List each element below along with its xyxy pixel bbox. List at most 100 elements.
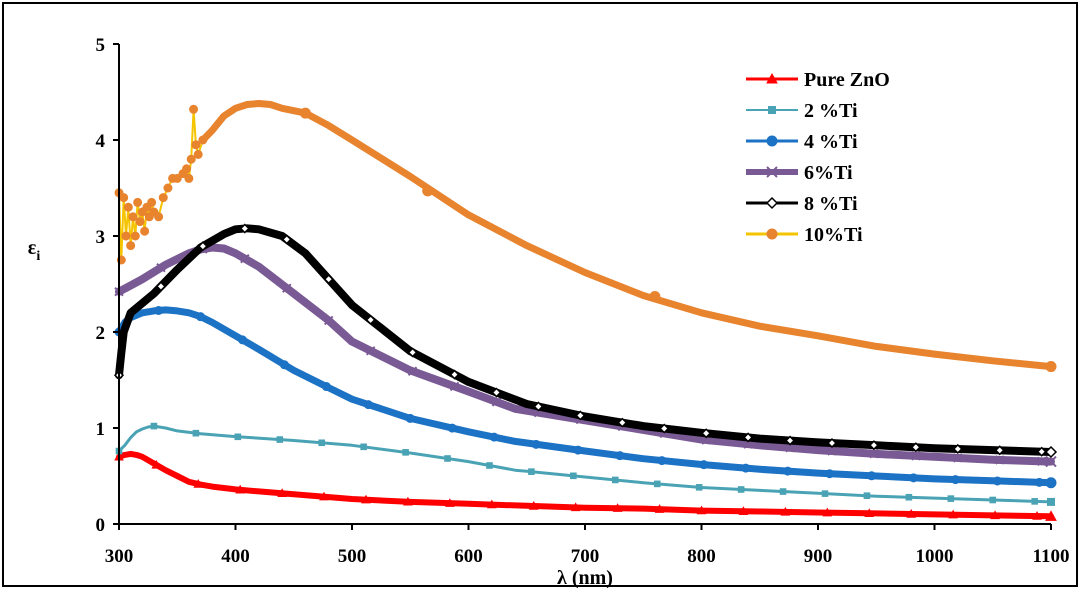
legend-item: 10%Ti bbox=[746, 224, 863, 246]
data-point bbox=[155, 281, 167, 292]
y-axis-title: εi bbox=[28, 237, 41, 264]
data-point bbox=[1045, 510, 1057, 521]
data-point bbox=[491, 387, 502, 398]
data-point bbox=[135, 217, 145, 227]
data-point bbox=[130, 231, 140, 241]
data-point bbox=[449, 381, 460, 392]
data-point bbox=[701, 428, 712, 439]
data-point bbox=[319, 491, 329, 501]
data-point bbox=[133, 197, 143, 207]
data-point bbox=[766, 72, 778, 84]
data-point bbox=[486, 462, 493, 469]
data-point bbox=[191, 140, 201, 150]
data-point bbox=[657, 456, 667, 466]
data-point bbox=[695, 484, 703, 491]
data-point bbox=[659, 423, 670, 434]
data-point bbox=[784, 435, 796, 446]
data-point bbox=[361, 494, 371, 504]
data-point bbox=[528, 468, 535, 475]
data-point bbox=[119, 193, 129, 203]
data-point bbox=[741, 463, 751, 473]
legend-item: 4 %Ti bbox=[746, 131, 858, 153]
data-point bbox=[193, 479, 204, 488]
data-point bbox=[611, 476, 619, 484]
data-point bbox=[126, 241, 136, 251]
data-point bbox=[1045, 477, 1057, 489]
data-point bbox=[867, 471, 877, 481]
data-point bbox=[449, 369, 460, 380]
data-point bbox=[184, 173, 194, 183]
data-point bbox=[1036, 446, 1047, 457]
data-point bbox=[128, 212, 138, 222]
data-point bbox=[447, 423, 457, 433]
y-tick-label: 1 bbox=[96, 419, 106, 440]
legend-label: Pure ZnO bbox=[804, 69, 890, 91]
data-point bbox=[909, 473, 919, 483]
data-point bbox=[531, 439, 541, 449]
data-point bbox=[445, 498, 455, 507]
data-point bbox=[281, 234, 292, 245]
data-point bbox=[766, 228, 778, 240]
data-point bbox=[323, 274, 334, 285]
data-point bbox=[617, 417, 628, 428]
y-tick-label: 2 bbox=[96, 323, 106, 344]
data-point bbox=[299, 107, 311, 119]
data-point bbox=[948, 509, 958, 519]
data-point bbox=[738, 506, 749, 515]
data-point bbox=[321, 382, 331, 392]
y-axis-title-main: ε bbox=[28, 237, 37, 259]
data-point bbox=[196, 312, 206, 322]
data-point bbox=[765, 196, 779, 210]
x-tick-label: 300 bbox=[105, 546, 134, 567]
data-point bbox=[905, 493, 913, 501]
data-point bbox=[1044, 445, 1058, 459]
data-point bbox=[323, 315, 334, 326]
legend-label: 6%Ti bbox=[804, 162, 853, 184]
data-point bbox=[189, 104, 199, 114]
data-point bbox=[653, 480, 661, 488]
legend-label: 8 %Ti bbox=[804, 193, 858, 215]
data-point bbox=[570, 502, 581, 512]
data-point bbox=[1032, 511, 1042, 520]
data-point bbox=[696, 505, 707, 515]
y-axis-title-subscript: i bbox=[36, 249, 40, 264]
data-point bbox=[869, 449, 879, 459]
data-point bbox=[699, 460, 709, 470]
data-point bbox=[489, 432, 499, 442]
x-tick-label: 1100 bbox=[1033, 546, 1070, 567]
data-point bbox=[953, 453, 963, 463]
data-point bbox=[444, 455, 451, 462]
data-point bbox=[768, 106, 776, 114]
data-point bbox=[282, 283, 292, 293]
data-point bbox=[486, 499, 497, 509]
data-point bbox=[533, 401, 544, 412]
data-point bbox=[785, 443, 795, 453]
legend-item: Pure ZnO bbox=[746, 69, 890, 91]
data-point bbox=[407, 366, 418, 376]
series-2 bbox=[114, 305, 1057, 489]
data-point bbox=[156, 262, 166, 273]
data-point bbox=[198, 135, 208, 145]
data-point bbox=[403, 496, 413, 506]
data-point bbox=[237, 335, 247, 345]
data-point bbox=[186, 154, 196, 164]
legend-item: 2 %Ti bbox=[746, 100, 858, 122]
data-point bbox=[150, 422, 158, 430]
ei-wavelength-chart: 300 400 500 600 700 800 900 1000 1100 0 1 2 3 4 5 λ (n… bbox=[28, 35, 1070, 589]
data-point bbox=[910, 442, 921, 453]
data-point bbox=[154, 212, 164, 222]
data-point bbox=[826, 438, 838, 449]
data-point bbox=[276, 436, 284, 443]
x-tick-label: 500 bbox=[338, 546, 367, 567]
data-point bbox=[172, 173, 182, 183]
data-point bbox=[239, 223, 250, 234]
data-point bbox=[1045, 455, 1057, 468]
data-point bbox=[121, 231, 131, 241]
data-point bbox=[868, 440, 879, 451]
data-point bbox=[743, 432, 754, 443]
data-point bbox=[491, 397, 502, 407]
data-point bbox=[950, 475, 960, 485]
data-point bbox=[911, 451, 921, 461]
data-point bbox=[766, 135, 778, 147]
